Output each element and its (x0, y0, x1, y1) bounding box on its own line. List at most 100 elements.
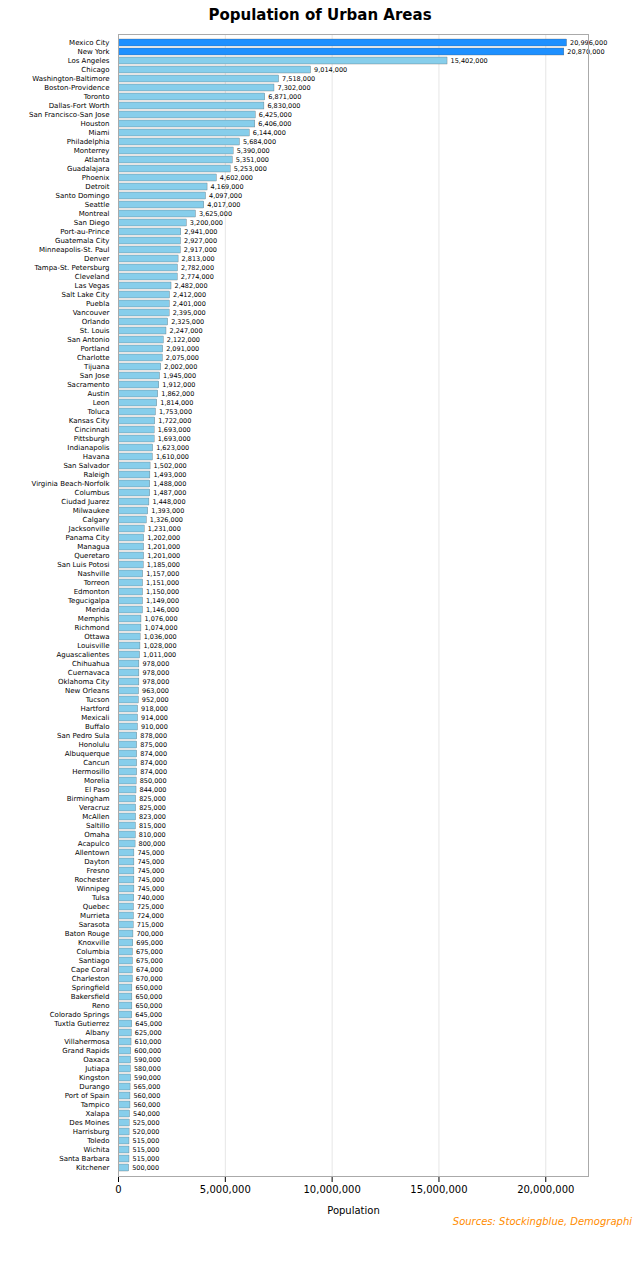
svg-text:825,000: 825,000 (139, 795, 166, 803)
svg-text:1,488,000: 1,488,000 (153, 480, 186, 488)
svg-text:Hermosillo: Hermosillo (72, 768, 109, 776)
svg-text:3,200,000: 3,200,000 (190, 219, 223, 227)
svg-text:2,813,000: 2,813,000 (182, 255, 215, 263)
svg-text:3,625,000: 3,625,000 (199, 210, 232, 218)
svg-text:6,144,000: 6,144,000 (253, 129, 286, 137)
svg-text:Nashville: Nashville (78, 570, 110, 578)
svg-text:5,684,000: 5,684,000 (243, 138, 276, 146)
svg-text:Baton Rouge: Baton Rouge (65, 930, 110, 938)
svg-text:850,000: 850,000 (140, 777, 167, 785)
svg-text:6,871,000: 6,871,000 (268, 93, 301, 101)
svg-text:Jacksonville: Jacksonville (68, 525, 110, 533)
svg-text:Raleigh: Raleigh (83, 471, 109, 479)
svg-text:20,000,000: 20,000,000 (517, 1184, 574, 1195)
svg-text:Winnipeg: Winnipeg (77, 885, 110, 893)
svg-text:San Diego: San Diego (74, 219, 110, 227)
svg-text:Guatemala City: Guatemala City (55, 237, 110, 245)
svg-text:1,076,000: 1,076,000 (144, 615, 177, 623)
svg-text:San Pedro Sula: San Pedro Sula (57, 732, 109, 740)
svg-text:1,326,000: 1,326,000 (150, 516, 183, 524)
svg-text:Dayton: Dayton (84, 858, 109, 866)
svg-text:Kansas City: Kansas City (69, 417, 110, 425)
svg-text:Puebla: Puebla (86, 300, 110, 308)
svg-text:874,000: 874,000 (140, 750, 167, 758)
svg-text:Minneapolis-St. Paul: Minneapolis-St. Paul (39, 246, 110, 254)
svg-text:Toluca: Toluca (87, 408, 110, 416)
svg-text:Philadelphia: Philadelphia (67, 138, 110, 146)
svg-text:725,000: 725,000 (137, 903, 164, 911)
svg-text:910,000: 910,000 (141, 723, 168, 731)
svg-text:Atlanta: Atlanta (84, 156, 109, 164)
svg-text:Albuquerque: Albuquerque (65, 750, 110, 758)
svg-text:1,610,000: 1,610,000 (156, 453, 189, 461)
svg-text:878,000: 878,000 (140, 732, 167, 740)
svg-text:Kitchener: Kitchener (76, 1164, 110, 1172)
svg-text:2,325,000: 2,325,000 (171, 318, 204, 326)
svg-text:Santo Domingo: Santo Domingo (55, 192, 109, 200)
svg-text:2,482,000: 2,482,000 (175, 282, 208, 290)
svg-text:Portland: Portland (81, 345, 110, 353)
svg-text:874,000: 874,000 (140, 759, 167, 767)
svg-text:Las Vegas: Las Vegas (75, 282, 110, 290)
svg-text:15,402,000: 15,402,000 (451, 57, 488, 65)
svg-text:1,912,000: 1,912,000 (162, 381, 195, 389)
svg-text:740,000: 740,000 (137, 894, 164, 902)
svg-text:2,401,000: 2,401,000 (173, 300, 206, 308)
svg-text:New York: New York (77, 48, 110, 56)
svg-text:Memphis: Memphis (78, 615, 110, 623)
svg-text:815,000: 815,000 (139, 822, 166, 830)
svg-text:Tucson: Tucson (85, 696, 110, 704)
svg-text:918,000: 918,000 (141, 705, 168, 713)
svg-text:Tampico: Tampico (80, 1101, 110, 1109)
svg-text:Salt Lake City: Salt Lake City (62, 291, 110, 299)
svg-text:New Orleans: New Orleans (65, 687, 110, 695)
svg-text:Allentown: Allentown (75, 849, 110, 857)
svg-text:5,000,000: 5,000,000 (200, 1184, 251, 1195)
svg-text:Morelia: Morelia (84, 777, 110, 785)
svg-text:2,941,000: 2,941,000 (184, 228, 217, 236)
svg-text:Reno: Reno (92, 1002, 110, 1010)
svg-text:515,000: 515,000 (133, 1137, 160, 1145)
svg-text:Santa Barbara: Santa Barbara (59, 1155, 109, 1163)
svg-text:Detroit: Detroit (85, 183, 109, 191)
svg-text:Torreon: Torreon (83, 579, 110, 587)
svg-text:Tuxtla Gutierrez: Tuxtla Gutierrez (53, 1020, 110, 1028)
svg-text:1,151,000: 1,151,000 (146, 579, 179, 587)
svg-text:2,782,000: 2,782,000 (181, 264, 214, 272)
svg-text:1,036,000: 1,036,000 (144, 633, 177, 641)
svg-text:675,000: 675,000 (136, 957, 163, 965)
svg-text:745,000: 745,000 (137, 885, 164, 893)
svg-text:Charleston: Charleston (72, 975, 110, 983)
svg-text:Mexicali: Mexicali (81, 714, 109, 722)
svg-text:Queretaro: Queretaro (74, 552, 109, 560)
svg-text:Quebec: Quebec (83, 903, 110, 911)
svg-text:978,000: 978,000 (142, 678, 169, 686)
svg-text:2,247,000: 2,247,000 (170, 327, 203, 335)
svg-text:Cape Coral: Cape Coral (71, 966, 109, 974)
svg-text:Murrieta: Murrieta (80, 912, 109, 920)
svg-text:Port of Spain: Port of Spain (65, 1092, 110, 1100)
svg-text:Milwaukee: Milwaukee (73, 507, 110, 515)
svg-text:2,927,000: 2,927,000 (184, 237, 217, 245)
svg-text:978,000: 978,000 (142, 669, 169, 677)
svg-text:1,945,000: 1,945,000 (163, 372, 196, 380)
svg-text:1,393,000: 1,393,000 (151, 507, 184, 515)
svg-text:San Francisco-San Jose: San Francisco-San Jose (29, 111, 109, 119)
svg-text:Virginia Beach-Norfolk: Virginia Beach-Norfolk (32, 480, 111, 488)
svg-text:San Antonio: San Antonio (67, 336, 109, 344)
svg-text:Managua: Managua (77, 543, 109, 551)
svg-text:1,693,000: 1,693,000 (158, 426, 191, 434)
svg-text:1,487,000: 1,487,000 (153, 489, 186, 497)
svg-text:Mexico City: Mexico City (69, 39, 109, 47)
svg-text:Edmonton: Edmonton (74, 588, 110, 596)
svg-text:Port-au-Prince: Port-au-Prince (60, 228, 109, 236)
svg-text:El Paso: El Paso (85, 786, 110, 794)
svg-text:Columbia: Columbia (76, 948, 109, 956)
svg-text:2,774,000: 2,774,000 (181, 273, 214, 281)
svg-text:500,000: 500,000 (132, 1164, 159, 1172)
svg-text:Colorado Springs: Colorado Springs (50, 1011, 110, 1019)
svg-text:1,722,000: 1,722,000 (158, 417, 191, 425)
svg-text:Durango: Durango (79, 1083, 109, 1091)
svg-text:745,000: 745,000 (137, 876, 164, 884)
svg-text:Phoenix: Phoenix (82, 174, 110, 182)
